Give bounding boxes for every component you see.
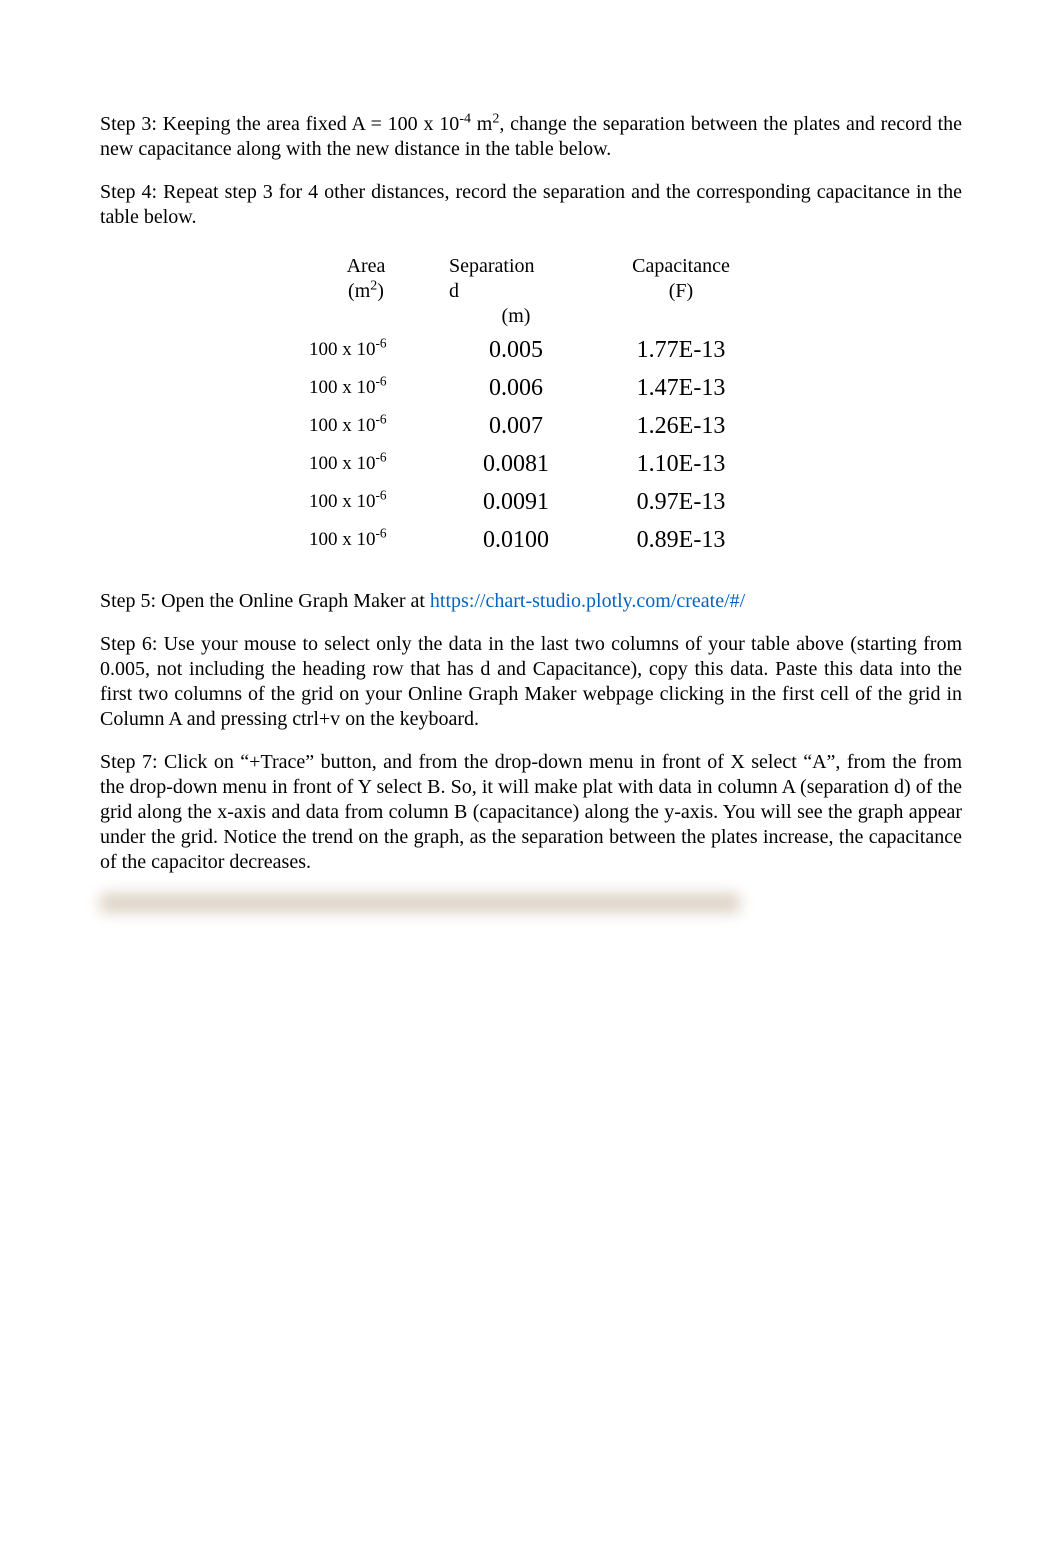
- step3-mid1: m: [471, 113, 492, 135]
- header-capacitance: Capacitance (F): [591, 248, 771, 331]
- cell-separation: 0.0091: [441, 487, 591, 517]
- cell-separation: 0.005: [441, 335, 591, 365]
- cell-area-prefix: 100 x 10: [309, 453, 376, 474]
- cell-area: 100 x 10-6: [291, 452, 441, 476]
- cell-capacitance: 1.10E-13: [591, 449, 771, 479]
- cell-capacitance: 1.77E-13: [591, 335, 771, 365]
- header-area-unit-open: (m: [348, 280, 370, 302]
- cell-area-exp: -6: [376, 488, 387, 503]
- cell-area-exp: -6: [376, 412, 387, 427]
- table-body: 100 x 10-60.0051.77E-13100 x 10-60.0061.…: [291, 331, 771, 559]
- table-row: 100 x 10-60.00910.97E-13: [291, 483, 771, 521]
- step-7-text: Step 7: Click on “+Trace” button, and fr…: [100, 750, 962, 875]
- data-table: Area (m2) Separation d (m) Capacitance (…: [291, 248, 771, 559]
- cell-separation: 0.006: [441, 373, 591, 403]
- header-area: Area (m2): [291, 248, 441, 331]
- header-separation: Separation d (m): [441, 248, 591, 331]
- step-6-text: Step 6: Use your mouse to select only th…: [100, 632, 962, 732]
- cell-area-prefix: 100 x 10: [309, 529, 376, 550]
- header-area-label: Area: [347, 255, 386, 277]
- step3-exp1: -4: [459, 111, 471, 126]
- cell-area-exp: -6: [376, 374, 387, 389]
- header-sep-unit: (m): [449, 304, 583, 329]
- step5-prefix: Step 5: Open the Online Graph Maker at: [100, 590, 430, 612]
- cell-area-prefix: 100 x 10: [309, 491, 376, 512]
- document-page: Step 3: Keeping the area fixed A = 100 x…: [0, 0, 1062, 1556]
- step-5-text: Step 5: Open the Online Graph Maker at h…: [100, 589, 962, 614]
- cell-area-exp: -6: [376, 526, 387, 541]
- table-header-row: Area (m2) Separation d (m) Capacitance (…: [291, 248, 771, 331]
- cell-capacitance: 0.97E-13: [591, 487, 771, 517]
- cell-area: 100 x 10-6: [291, 528, 441, 552]
- cell-area-prefix: 100 x 10: [309, 339, 376, 360]
- step3-prefix: Step 3: Keeping the area fixed A = 100 x…: [100, 113, 459, 135]
- cell-separation: 0.007: [441, 411, 591, 441]
- table-row: 100 x 10-60.0051.77E-13: [291, 331, 771, 369]
- header-sep-label: Separation: [449, 255, 535, 277]
- step-3-text: Step 3: Keeping the area fixed A = 100 x…: [100, 112, 962, 162]
- cell-separation: 0.0081: [441, 449, 591, 479]
- header-cap-unit: (F): [669, 280, 693, 302]
- cell-area: 100 x 10-6: [291, 490, 441, 514]
- chart-studio-link[interactable]: https://chart-studio.plotly.com/create/#…: [430, 590, 745, 612]
- cell-area-exp: -6: [376, 450, 387, 465]
- cell-capacitance: 0.89E-13: [591, 525, 771, 555]
- cell-area-exp: -6: [376, 336, 387, 351]
- cell-area: 100 x 10-6: [291, 338, 441, 362]
- blurred-hidden-line: [100, 893, 740, 913]
- table-row: 100 x 10-60.00811.10E-13: [291, 445, 771, 483]
- step-4-text: Step 4: Repeat step 3 for 4 other distan…: [100, 180, 962, 230]
- cell-capacitance: 1.26E-13: [591, 411, 771, 441]
- cell-area: 100 x 10-6: [291, 414, 441, 438]
- cell-area-prefix: 100 x 10: [309, 415, 376, 436]
- cell-separation: 0.0100: [441, 525, 591, 555]
- table-row: 100 x 10-60.0061.47E-13: [291, 369, 771, 407]
- cell-area: 100 x 10-6: [291, 376, 441, 400]
- header-area-unit-close: ): [377, 280, 384, 302]
- table-row: 100 x 10-60.01000.89E-13: [291, 521, 771, 559]
- cell-area-prefix: 100 x 10: [309, 377, 376, 398]
- header-cap-label: Capacitance: [632, 255, 730, 277]
- table-row: 100 x 10-60.0071.26E-13: [291, 407, 771, 445]
- cell-capacitance: 1.47E-13: [591, 373, 771, 403]
- header-sep-sym: d: [449, 280, 459, 302]
